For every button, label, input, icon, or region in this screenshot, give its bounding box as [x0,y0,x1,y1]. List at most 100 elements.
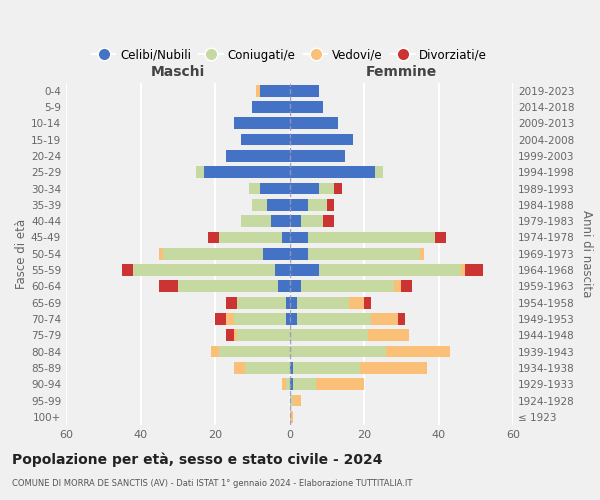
Bar [349,297,364,308]
Bar [241,216,271,227]
Bar [226,297,238,308]
Bar [319,264,461,276]
Bar [290,248,308,260]
Bar [293,394,301,406]
Bar [238,330,290,341]
Bar [286,378,290,390]
Bar [323,216,334,227]
Bar [290,150,346,162]
Bar [371,313,398,325]
Bar [226,313,233,325]
Bar [290,134,353,145]
Bar [219,232,282,243]
Bar [297,313,371,325]
Text: Maschi: Maschi [151,65,205,79]
Bar [394,280,401,292]
Bar [260,85,290,96]
Bar [301,280,394,292]
Bar [290,199,308,210]
Bar [290,101,323,113]
Bar [319,182,334,194]
Bar [290,330,368,341]
Y-axis label: Fasce di età: Fasce di età [15,218,28,289]
Bar [327,199,334,210]
Bar [252,101,290,113]
Bar [290,313,297,325]
Bar [364,297,371,308]
Bar [308,232,435,243]
Bar [293,362,360,374]
Bar [226,330,233,341]
Bar [464,264,483,276]
Bar [256,85,260,96]
Bar [286,313,290,325]
Bar [290,394,293,406]
Text: COMUNE DI MORRA DE SANCTIS (AV) - Dati ISTAT 1° gennaio 2024 - Elaborazione TUTT: COMUNE DI MORRA DE SANCTIS (AV) - Dati I… [12,479,412,488]
Bar [290,216,301,227]
Bar [293,378,316,390]
Bar [290,362,293,374]
Bar [282,378,286,390]
Text: Popolazione per età, sesso e stato civile - 2024: Popolazione per età, sesso e stato civil… [12,452,383,467]
Bar [461,264,464,276]
Bar [308,199,327,210]
Bar [290,166,375,178]
Bar [301,216,323,227]
Bar [290,280,301,292]
Bar [290,118,338,129]
Bar [208,232,219,243]
Bar [398,313,405,325]
Bar [163,248,263,260]
Bar [368,330,409,341]
Bar [420,248,424,260]
Bar [219,346,290,358]
Bar [334,182,341,194]
Bar [282,232,290,243]
Bar [263,248,290,260]
Bar [290,264,319,276]
Bar [233,118,290,129]
Bar [290,346,386,358]
Bar [215,313,226,325]
Bar [267,199,290,210]
Bar [238,297,286,308]
Bar [286,297,290,308]
Bar [159,280,178,292]
Text: Femmine: Femmine [365,65,437,79]
Bar [211,346,219,358]
Bar [233,313,286,325]
Bar [241,134,290,145]
Bar [245,362,290,374]
Bar [290,411,293,422]
Bar [275,264,290,276]
Bar [159,248,163,260]
Bar [278,280,290,292]
Legend: Celibi/Nubili, Coniugati/e, Vedovi/e, Divorziati/e: Celibi/Nubili, Coniugati/e, Vedovi/e, Di… [87,44,492,66]
Bar [271,216,290,227]
Bar [386,346,449,358]
Bar [204,166,290,178]
Bar [248,182,260,194]
Bar [196,166,204,178]
Bar [308,248,420,260]
Bar [290,232,308,243]
Bar [360,362,427,374]
Bar [260,182,290,194]
Bar [375,166,383,178]
Bar [133,264,275,276]
Bar [233,362,245,374]
Bar [297,297,349,308]
Bar [316,378,364,390]
Bar [178,280,278,292]
Bar [290,297,297,308]
Bar [233,330,238,341]
Bar [252,199,267,210]
Bar [435,232,446,243]
Bar [401,280,412,292]
Bar [290,378,293,390]
Bar [122,264,133,276]
Bar [290,182,319,194]
Bar [290,85,319,96]
Y-axis label: Anni di nascita: Anni di nascita [580,210,593,298]
Bar [226,150,290,162]
